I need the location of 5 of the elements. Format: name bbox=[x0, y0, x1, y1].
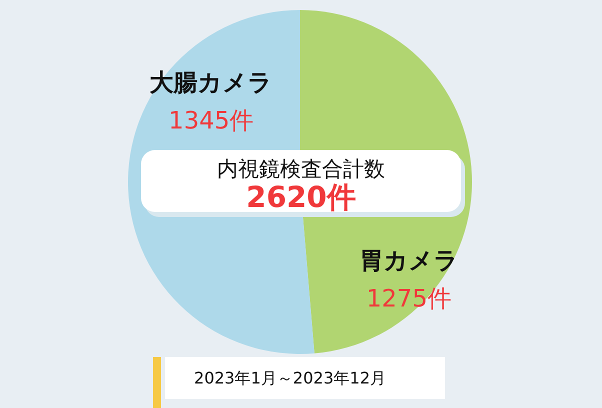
slice-label: 胃カメラ bbox=[359, 246, 458, 274]
slice-label: 大腸カメラ bbox=[150, 68, 273, 97]
data-label: 1275件 bbox=[366, 284, 452, 312]
text: 2023年1月～2023年12月 bbox=[194, 368, 386, 388]
data-label: 1345件 bbox=[168, 106, 254, 135]
